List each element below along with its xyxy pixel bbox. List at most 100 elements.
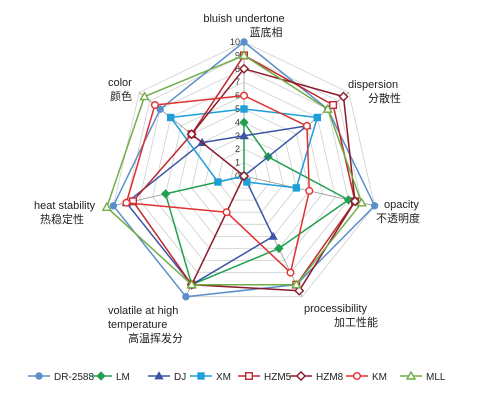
data-point	[268, 231, 278, 240]
axis-sublabel: 颜色	[110, 89, 132, 103]
tick-label: 0	[235, 171, 240, 181]
data-point	[35, 372, 43, 380]
data-point	[186, 129, 197, 140]
legend-item: LM	[90, 371, 130, 383]
data-point	[322, 103, 334, 113]
tick-label: 3	[235, 131, 240, 141]
series-dr-2588	[109, 38, 379, 301]
series-line	[112, 41, 376, 298]
legend-item: MLL	[400, 370, 446, 383]
series-km	[122, 91, 314, 277]
axis-sublabel: 热稳定性	[40, 212, 84, 226]
legend-item: HZM8	[290, 370, 344, 383]
legend-label: LM	[116, 372, 130, 383]
data-point	[96, 371, 106, 381]
tick-label: 8	[235, 64, 240, 74]
tick-label: 7	[235, 77, 240, 87]
data-point	[239, 130, 249, 140]
data-point	[238, 63, 250, 74]
data-point	[370, 202, 379, 210]
legend-item: XM	[190, 372, 231, 383]
data-point	[329, 100, 338, 109]
data-point	[302, 121, 311, 130]
data-point	[122, 198, 131, 207]
data-point	[405, 370, 417, 380]
legend-label: HZM5	[264, 372, 292, 383]
grid-ring	[204, 135, 284, 213]
legend-label: HZM8	[316, 372, 344, 383]
grid-ring	[152, 81, 336, 261]
data-point	[156, 105, 164, 113]
axis-sublabel: 蓝底相	[250, 25, 283, 39]
series-hzm8	[186, 63, 361, 296]
chart-legend: DR-2588 LM DJ XM HZM5 HZM8 KM MLL	[28, 370, 446, 383]
data-point	[338, 91, 349, 102]
grid-ring	[165, 95, 323, 249]
data-point	[239, 91, 248, 100]
data-point	[274, 243, 284, 254]
tick-label: 9	[235, 50, 240, 60]
tick-label: 1	[235, 158, 240, 168]
legend-label: MLL	[426, 372, 446, 383]
data-point	[286, 268, 295, 277]
legend-label: KM	[372, 372, 387, 383]
series-line	[106, 54, 363, 286]
axis-label: color	[108, 77, 132, 89]
data-point	[154, 371, 164, 380]
data-point	[292, 184, 300, 192]
axis-label: heat stability	[34, 200, 96, 212]
data-point	[313, 113, 321, 122]
legend-label: XM	[216, 372, 231, 383]
grid-ring	[191, 121, 297, 225]
data-point	[166, 113, 175, 122]
data-point	[222, 208, 231, 217]
legend-label: DJ	[174, 372, 186, 383]
data-point	[240, 105, 248, 113]
data-point	[101, 201, 113, 212]
axis-sublabel: 高温挥发分	[128, 331, 183, 345]
axis-label: processibility	[304, 303, 367, 315]
tick-label: 10	[230, 37, 240, 47]
data-point	[353, 372, 362, 381]
data-point	[240, 38, 248, 46]
axis-label: bluish undertone	[203, 13, 284, 25]
data-point	[197, 372, 205, 380]
data-point	[238, 170, 250, 182]
data-point	[294, 285, 305, 296]
tick-label: 2	[235, 144, 240, 154]
data-point	[349, 196, 361, 207]
data-point	[305, 186, 314, 195]
legend-item: HZM5	[238, 372, 292, 383]
radar-series	[101, 38, 379, 301]
axis-label: opacity	[384, 199, 419, 211]
legend-item: KM	[346, 372, 387, 383]
data-point	[291, 279, 302, 289]
grid-ring	[217, 148, 271, 201]
tick-label: 4	[235, 117, 240, 127]
axis-sublabel: 加工性能	[334, 315, 378, 329]
data-point	[186, 279, 197, 289]
data-point	[295, 370, 307, 382]
data-point	[214, 178, 222, 186]
legend-item: DJ	[148, 371, 186, 383]
axis-label: volatile at high temperature	[108, 305, 178, 331]
axis-label: dispersion	[348, 79, 398, 91]
grid-ring	[230, 162, 258, 189]
axis-sublabel: 不透明度	[376, 211, 420, 225]
data-point	[182, 293, 190, 301]
legend-item: DR-2588	[28, 372, 94, 383]
grid-ring	[112, 41, 376, 298]
data-point	[160, 189, 171, 199]
data-point	[356, 197, 367, 207]
data-point	[109, 202, 118, 210]
grid-ring	[139, 68, 349, 274]
data-point	[150, 100, 159, 109]
axis-sublabel: 分散性	[368, 91, 401, 105]
data-point	[238, 49, 250, 60]
series-line	[190, 68, 356, 292]
series-mll	[101, 49, 367, 289]
data-point	[244, 372, 253, 381]
series-line	[125, 94, 311, 274]
